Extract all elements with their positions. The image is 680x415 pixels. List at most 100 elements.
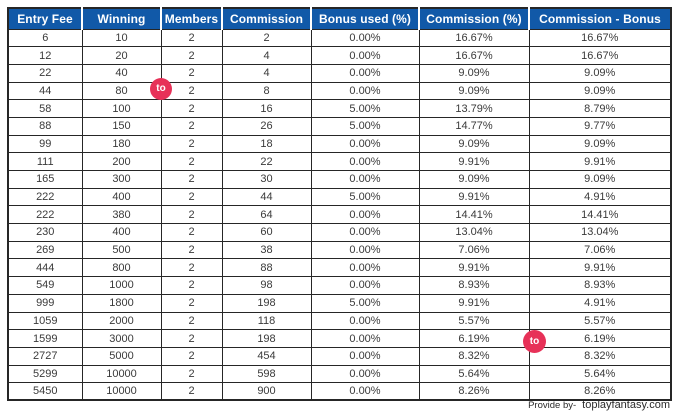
table-cell: 2: [160, 116, 223, 136]
table-cell: 16.67%: [528, 28, 672, 48]
table-row: 99 180 2 18 0.00% 9.09% 9.09%: [7, 134, 672, 154]
table-cell: 9.91%: [418, 258, 530, 278]
table-cell: 9.09%: [528, 170, 672, 189]
table-cell: 5450: [7, 382, 83, 401]
table-cell: 0.00%: [310, 170, 420, 189]
table-body: 6 10 2 2 0.00% 16.67% 16.67% 12 20 2 4 0.00% 16.67% 1…: [7, 28, 672, 401]
table-cell: 8: [221, 81, 312, 101]
table-cell: 400: [81, 223, 162, 242]
table-cell: 38: [221, 240, 312, 260]
table-cell: 22: [7, 63, 83, 83]
table-cell: 2: [160, 311, 223, 331]
table-row: 165 300 2 30 0.00% 9.09% 9.09%: [7, 170, 672, 189]
table-cell: 5.00%: [310, 293, 420, 313]
table-cell: 2: [160, 134, 223, 154]
table-cell: 5000: [81, 346, 162, 366]
table-cell: 2: [160, 28, 223, 48]
table-cell: 0.00%: [310, 346, 420, 366]
table-row: 6 10 2 2 0.00% 16.67% 16.67%: [7, 28, 672, 48]
table-cell: 16.67%: [528, 46, 672, 65]
table-cell: 4.91%: [528, 293, 672, 313]
column-header-commission-bonus: Commission - Bonus: [528, 8, 671, 30]
table-cell: 9.09%: [418, 63, 530, 83]
table-cell: 13.04%: [528, 223, 672, 242]
table-cell: 64: [221, 205, 312, 225]
table-cell: 999: [7, 293, 83, 313]
table-cell: 9.09%: [418, 134, 530, 154]
table-cell: 10000: [81, 364, 162, 384]
table-cell: 9.09%: [528, 81, 672, 101]
table-cell: 2727: [7, 346, 83, 366]
table-cell: 9.91%: [418, 187, 530, 207]
column-header-entry-fee: Entry Fee: [8, 8, 83, 30]
table-cell: 269: [7, 240, 83, 260]
table-cell: 2: [160, 170, 223, 189]
table-cell: 2: [160, 364, 223, 384]
table-cell: 2: [160, 81, 223, 101]
table-cell: 1059: [7, 311, 83, 331]
table-cell: 2000: [81, 311, 162, 331]
table-cell: 0.00%: [310, 364, 420, 384]
table-cell: 16.67%: [418, 28, 530, 48]
table-cell: 0.00%: [310, 258, 420, 278]
table-row: 549 1000 2 98 0.00% 8.93% 8.93%: [7, 276, 672, 295]
table-cell: 0.00%: [310, 63, 420, 83]
table-cell: 2: [160, 329, 223, 348]
table-cell: 598: [221, 364, 312, 384]
table-cell: 0.00%: [310, 134, 420, 154]
table-row: 111 200 2 22 0.00% 9.91% 9.91%: [7, 152, 672, 171]
table-cell: 0.00%: [310, 205, 420, 225]
table-cell: 4: [221, 46, 312, 65]
table-cell: 230: [7, 223, 83, 242]
table-cell: 9.09%: [528, 63, 672, 83]
table-row: 2727 5000 2 454 0.00% 8.32% 8.32%: [7, 346, 672, 366]
table-cell: 500: [81, 240, 162, 260]
table-cell: 9.91%: [418, 293, 530, 313]
column-header-commission-pct: Commission (%): [418, 8, 530, 30]
table-cell: 16.67%: [418, 46, 530, 65]
table-cell: 88: [7, 116, 83, 136]
table-cell: 118: [221, 311, 312, 331]
table-cell: 18: [221, 134, 312, 154]
table-cell: 400: [81, 187, 162, 207]
table-cell: 165: [7, 170, 83, 189]
table-cell: 8.79%: [528, 99, 672, 118]
table-cell: 200: [81, 152, 162, 171]
table-cell: 6: [7, 28, 83, 48]
credit-site-name: toplayfantasy.com: [582, 399, 670, 411]
table-cell: 26: [221, 116, 312, 136]
table-cell: 40: [81, 63, 162, 83]
table-row: 444 800 2 88 0.00% 9.91% 9.91%: [7, 258, 672, 278]
table-cell: 8.26%: [418, 382, 530, 401]
commission-table: Entry Fee Winning Members Commission Bon…: [7, 7, 672, 402]
table-cell: 5.57%: [418, 311, 530, 331]
table-cell: 454: [221, 346, 312, 366]
table-cell: 8.93%: [418, 276, 530, 295]
table-cell: 0.00%: [310, 240, 420, 260]
table-cell: 2: [221, 28, 312, 48]
table-cell: 20: [81, 46, 162, 65]
table-cell: 100: [81, 99, 162, 118]
table-row: 58 100 2 16 5.00% 13.79% 8.79%: [7, 99, 672, 118]
table-cell: 2: [160, 258, 223, 278]
watermark-logo-icon: to: [150, 78, 172, 100]
table-cell: 8.26%: [528, 382, 672, 401]
table-cell: 88: [221, 258, 312, 278]
table-cell: 10: [81, 28, 162, 48]
column-header-members: Members: [160, 8, 223, 30]
table-cell: 0.00%: [310, 382, 420, 401]
table-row: 999 1800 2 198 5.00% 9.91% 4.91%: [7, 293, 672, 313]
table-cell: 222: [7, 205, 83, 225]
table-row: 1599 3000 2 198 0.00% 6.19% 6.19%: [7, 329, 672, 348]
table-cell: 30: [221, 170, 312, 189]
table-cell: 98: [221, 276, 312, 295]
table-row: 1059 2000 2 118 0.00% 5.57% 5.57%: [7, 311, 672, 331]
table-cell: 44: [7, 81, 83, 101]
table-cell: 0.00%: [310, 329, 420, 348]
table-cell: 150: [81, 116, 162, 136]
table-cell: 5299: [7, 364, 83, 384]
table-cell: 549: [7, 276, 83, 295]
table-cell: 6.19%: [528, 329, 672, 348]
table-cell: 0.00%: [310, 81, 420, 101]
